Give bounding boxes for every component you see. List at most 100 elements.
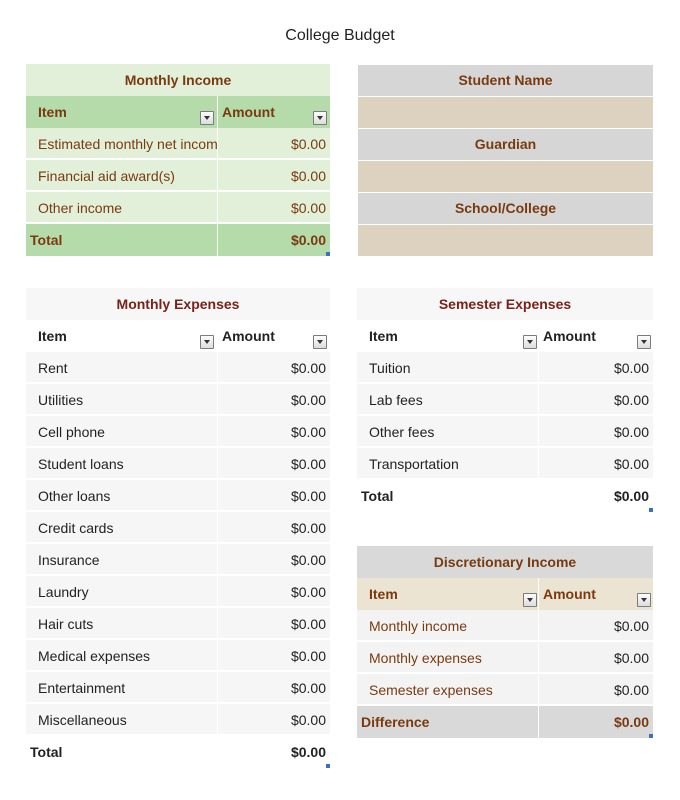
amount-filter-dropdown-icon[interactable] [637,335,651,349]
amount-cell[interactable]: $0.00 [217,192,330,224]
discretionary-income-table: Discretionary Income Item Amount Monthly… [357,546,653,738]
table-row[interactable]: Other income $0.00 [26,192,330,224]
table-row[interactable]: Transportation $0.00 [357,448,653,480]
item-cell[interactable]: Utilities [38,392,84,408]
amount-filter-dropdown-icon[interactable] [313,335,327,349]
table-row[interactable]: Rent $0.00 [26,352,330,384]
item-cell[interactable]: Hair cuts [38,616,94,632]
item-cell[interactable]: Laundry [38,584,89,600]
table-row[interactable]: Lab fees $0.00 [357,384,653,416]
amount-cell[interactable]: $0.00 [538,416,653,448]
item-filter-dropdown-icon[interactable] [523,593,537,607]
item-cell[interactable]: Monthly expenses [369,650,482,666]
amount-cell[interactable]: $0.00 [217,448,330,480]
table-row[interactable]: Utilities $0.00 [26,384,330,416]
difference-row: Difference $0.00 [357,706,653,738]
item-filter-dropdown-icon[interactable] [523,335,537,349]
amount-filter-dropdown-icon[interactable] [637,593,651,607]
table-row[interactable]: Other loans $0.00 [26,480,330,512]
document-title: College Budget [285,27,395,44]
amount-cell[interactable]: $0.00 [217,352,330,384]
amount-filter-dropdown-icon[interactable] [313,111,327,125]
discretionary-income-caption: Discretionary Income [357,546,653,578]
amount-cell[interactable]: $0.00 [217,672,330,704]
amount-cell[interactable]: $0.00 [538,352,653,384]
amount-cell[interactable]: $0.00 [538,610,653,642]
amount-cell[interactable]: $0.00 [217,608,330,640]
table-row[interactable]: Miscellaneous $0.00 [26,704,330,736]
amount-cell[interactable]: $0.00 [217,416,330,448]
item-cell[interactable]: Entertainment [38,680,126,696]
amount-cell[interactable]: $0.00 [217,160,330,192]
amount-cell[interactable]: $0.00 [217,704,330,736]
resize-handle-icon[interactable] [326,764,330,768]
item-filter-dropdown-icon[interactable] [200,335,214,349]
school-college-field[interactable] [358,225,653,256]
resize-handle-icon[interactable] [649,508,653,512]
item-cell[interactable]: Semester expenses [369,682,493,698]
item-cell[interactable]: Insurance [38,552,100,568]
item-filter-dropdown-icon[interactable] [200,111,214,125]
item-column-header: Item [38,328,67,344]
item-cell[interactable]: Lab fees [369,392,423,408]
resize-handle-icon[interactable] [649,734,653,738]
guardian-label: Guardian [358,129,653,160]
monthly-income-header-row: Item Amount [26,96,330,128]
resize-handle-icon[interactable] [326,252,330,256]
table-row[interactable]: Other fees $0.00 [357,416,653,448]
total-label: Total [30,232,63,248]
item-cell[interactable]: Other fees [369,424,435,440]
student-name-field[interactable] [358,97,653,128]
amount-cell[interactable]: $0.00 [538,384,653,416]
semester-expenses-header-row: Item Amount [357,320,653,352]
semester-expenses-table: Semester Expenses Item Amount Tuition $0.… [357,288,653,512]
table-row[interactable]: Student loans $0.00 [26,448,330,480]
item-cell[interactable]: Cell phone [38,424,105,440]
amount-cell[interactable]: $0.00 [217,640,330,672]
table-row[interactable]: Hair cuts $0.00 [26,608,330,640]
item-cell[interactable]: Student loans [38,456,124,472]
item-cell[interactable]: Other income [38,200,123,216]
table-row[interactable]: Cell phone $0.00 [26,416,330,448]
table-row[interactable]: Semester expenses $0.00 [357,674,653,706]
amount-cell[interactable]: $0.00 [217,480,330,512]
item-cell[interactable]: Financial aid award(s) [38,168,175,184]
item-cell[interactable]: Monthly income [369,618,468,634]
total-label: Total [30,744,63,760]
table-row[interactable]: Insurance $0.00 [26,544,330,576]
guardian-field[interactable] [358,161,653,192]
amount-cell[interactable]: $0.00 [538,448,653,480]
amount-cell[interactable]: $0.00 [217,544,330,576]
amount-column-header: Amount [217,320,330,352]
difference-amount: $0.00 [538,706,653,738]
amount-cell[interactable]: $0.00 [538,642,653,674]
monthly-income-caption: Monthly Income [26,64,330,96]
table-row[interactable]: Medical expenses $0.00 [26,640,330,672]
table-row[interactable]: Tuition $0.00 [357,352,653,384]
item-cell[interactable]: Credit cards [38,520,114,536]
item-cell[interactable]: Other loans [38,488,111,504]
table-row[interactable]: Monthly expenses $0.00 [357,642,653,674]
table-row[interactable]: Financial aid award(s) $0.00 [26,160,330,192]
item-cell[interactable]: Estimated monthly net income [38,136,217,152]
table-row[interactable]: Monthly income $0.00 [357,610,653,642]
total-row: Total $0.00 [26,736,330,768]
item-cell[interactable]: Transportation [369,456,459,472]
amount-cell[interactable]: $0.00 [217,384,330,416]
amount-cell[interactable]: $0.00 [217,128,330,160]
amount-column-header: Amount [217,96,330,128]
item-cell[interactable]: Medical expenses [38,648,151,664]
amount-cell[interactable]: $0.00 [217,576,330,608]
item-cell[interactable]: Rent [38,360,68,376]
table-row[interactable]: Entertainment $0.00 [26,672,330,704]
amount-cell[interactable]: $0.00 [217,512,330,544]
amount-column-header: Amount [538,578,653,610]
item-cell[interactable]: Miscellaneous [38,712,127,728]
table-row[interactable]: Credit cards $0.00 [26,512,330,544]
total-row: Total $0.00 [357,480,653,512]
table-row[interactable]: Laundry $0.00 [26,576,330,608]
table-row[interactable]: Estimated monthly net income $0.00 [26,128,330,160]
item-cell[interactable]: Tuition [369,360,411,376]
difference-label: Difference [361,714,430,730]
amount-cell[interactable]: $0.00 [538,674,653,706]
